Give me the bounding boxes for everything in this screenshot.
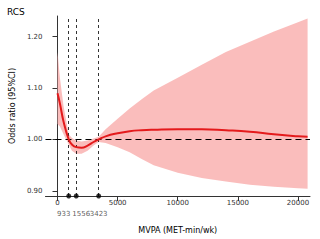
svg-text:933: 933 — [57, 210, 70, 218]
svg-text:3423: 3423 — [90, 210, 108, 218]
svg-text:0.90: 0.90 — [27, 187, 43, 195]
svg-text:20000: 20000 — [287, 199, 309, 207]
svg-text:1556: 1556 — [72, 210, 90, 218]
svg-text:Odds ratio (95%CI): Odds ratio (95%CI) — [8, 68, 17, 144]
svg-text:1.20: 1.20 — [27, 33, 43, 41]
svg-text:10000: 10000 — [167, 199, 189, 207]
svg-text:MVPA (MET-min/wk): MVPA (MET-min/wk) — [138, 226, 217, 235]
svg-text:1.10: 1.10 — [27, 84, 43, 92]
svg-text:15000: 15000 — [227, 199, 249, 207]
svg-text:RCS: RCS — [7, 7, 25, 17]
svg-text:0: 0 — [55, 199, 59, 207]
svg-text:1.00: 1.00 — [27, 135, 43, 143]
svg-text:5000: 5000 — [109, 199, 127, 207]
